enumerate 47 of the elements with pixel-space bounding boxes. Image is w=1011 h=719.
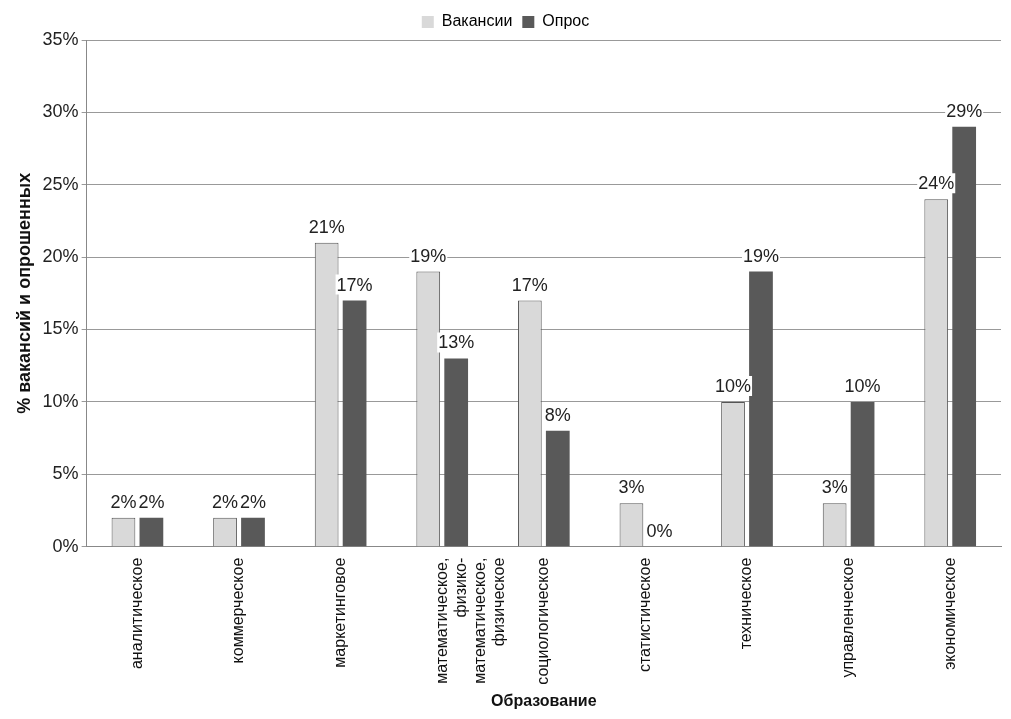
data-label: 17% [511,274,548,295]
bar [952,126,977,547]
data-label: 2% [110,491,137,512]
y-tick-label: 5% [52,463,79,484]
x-tick-label: техническое [737,557,755,650]
x-tick-label: социологическое [534,557,552,685]
y-tick-label: 30% [42,101,79,122]
y-tick-label: 20% [42,246,79,267]
x-tick-label: маркетинговое [331,557,349,668]
x-tick-label: математическое, физико-математическое, физическое [432,557,508,684]
data-label: 2% [212,491,239,512]
y-tick-label: 0% [52,535,79,556]
bar [241,517,265,547]
x-tick-label: статистическое [635,557,653,673]
data-label: 2% [239,491,266,512]
y-tick-label: 15% [42,318,79,339]
data-label: 29% [946,100,983,121]
bar [749,271,773,547]
data-label: 2% [138,491,165,512]
y-axis-title: % вакансий и опрошенных [13,172,34,414]
bar [139,517,164,547]
y-tick-label: 35% [42,28,79,49]
data-label: 21% [308,216,345,237]
x-tick-label: коммерческое [229,557,247,664]
data-label: 24% [918,173,955,194]
data-label: 10% [715,375,752,396]
data-label: 10% [844,375,881,396]
y-tick-label: 10% [42,390,79,411]
x-axis-title: Образование [491,691,597,709]
data-label: 19% [742,245,779,266]
bar [545,430,570,547]
x-tick-label: экономическое [940,557,958,670]
data-label: 17% [336,274,373,295]
data-label: 0% [646,520,673,541]
data-label: 3% [618,477,645,498]
bar [850,401,875,547]
y-tick-label: 25% [42,173,79,194]
data-label: 3% [821,477,848,498]
x-tick-label: аналитическое [127,557,145,670]
x-tick-label: управленческое [839,557,857,678]
legend-label: Вакансии [441,12,513,30]
bar [444,358,469,547]
data-label: 8% [544,404,571,425]
bar [342,300,367,547]
legend-label: Опрос [542,12,590,30]
data-label: 13% [438,332,475,353]
data-label: 19% [410,245,447,266]
